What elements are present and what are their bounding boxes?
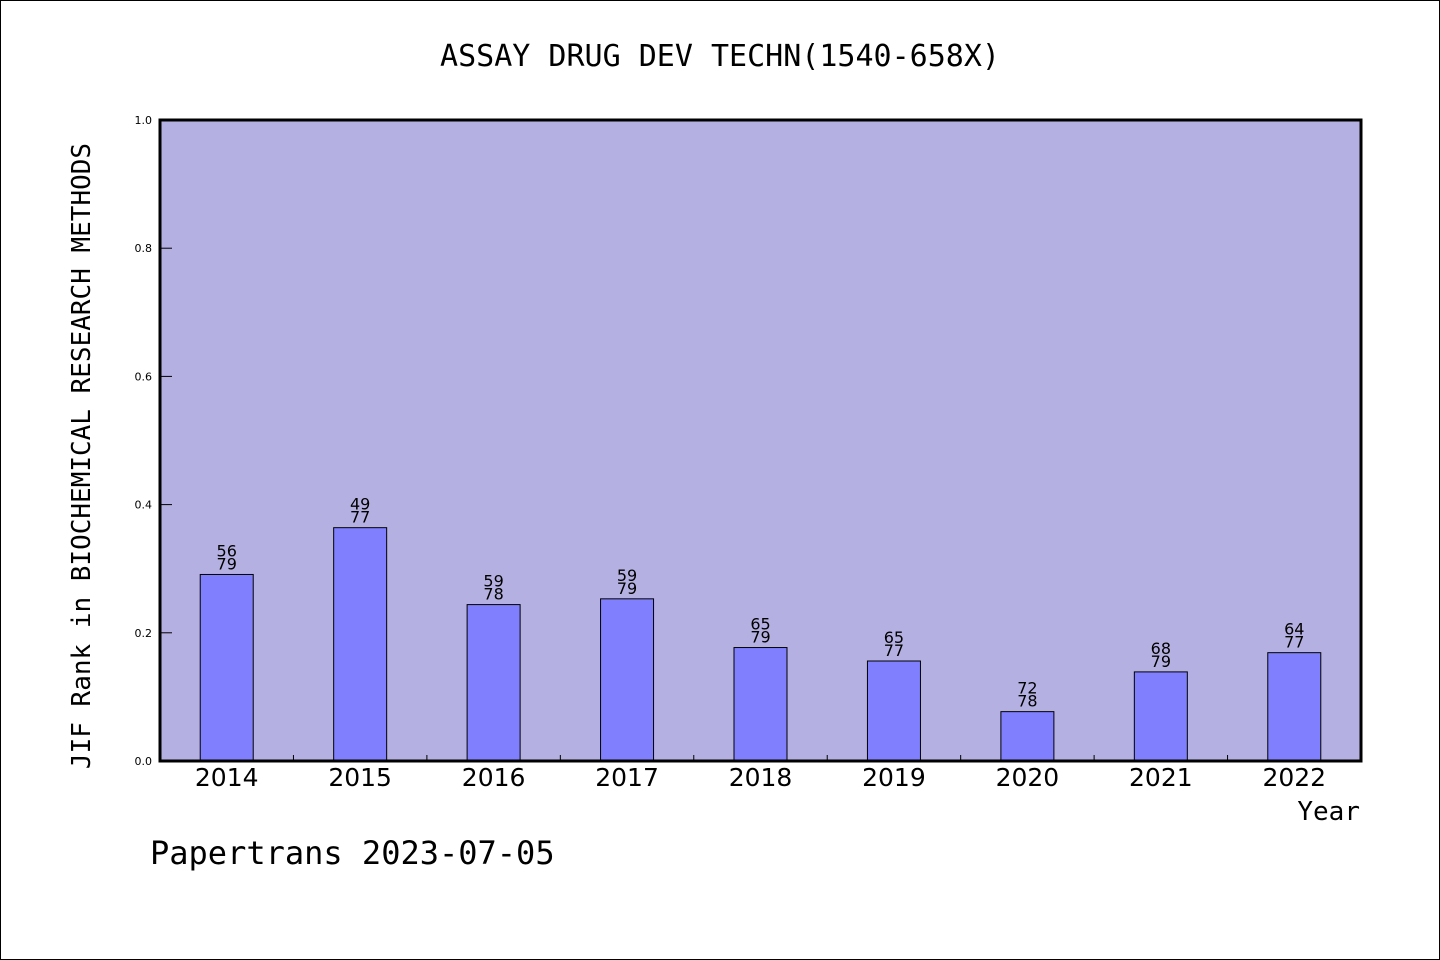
footer-credit: Papertrans 2023-07-05 [150,834,555,872]
bar-2019 [866,660,921,762]
bar-rank-label: 59 [617,566,637,585]
bar-rank-label: 64 [1284,620,1304,639]
bar-2016 [466,604,521,762]
x-tick-label: 2015 [328,763,392,792]
bar-rank-label: 68 [1151,639,1171,658]
x-tick-label: 2019 [862,763,926,792]
bar-total-label: 79 [617,579,637,598]
x-tick-label: 2018 [729,763,793,792]
bar-rank-label: 59 [483,572,503,591]
bar-total-label: 77 [1284,633,1304,652]
bar-2018 [733,647,788,762]
x-tick-label: 2016 [462,763,526,792]
bars-group [199,527,1322,762]
x-tick-label: 2014 [195,763,259,792]
y-tick-label: 0.0 [135,755,153,768]
bar-rank-label: 49 [350,495,370,514]
bar-rank-label: 65 [884,628,904,647]
bar-2021 [1133,671,1188,762]
bar-total-label: 78 [483,585,503,604]
bar-rank-label: 72 [1017,679,1037,698]
x-tick-label: 2020 [996,763,1060,792]
x-axis: 2014 2015 2016 2017 2018 2019 2020 2021 2022 [195,755,1326,792]
bar-total-label: 77 [350,508,370,527]
bar-rank-label: 65 [750,615,770,634]
bar-2020 [1000,711,1055,762]
bar-2015 [333,527,388,762]
y-axis-label: JIF Rank in BIOCHEMICAL RESEARCH METHODS [67,143,97,769]
y-tick-label: 1.0 [135,114,153,127]
y-axis: 0.0 0.2 0.4 0.6 0.8 1.0 [135,114,172,768]
bar-total-label: 79 [1151,652,1171,671]
bar-total-label: 78 [1017,692,1037,711]
bar-2014 [199,573,254,762]
bar-rank-label: 56 [217,541,237,560]
y-tick-label: 0.2 [135,627,153,640]
bar-total-label: 77 [884,641,904,660]
y-tick-label: 0.8 [135,242,153,255]
x-tick-label: 2021 [1129,763,1193,792]
x-tick-label: 2022 [1262,763,1326,792]
x-axis-label: Year [1297,797,1360,827]
plot-frame [158,118,1363,763]
y-tick-label: 0.6 [135,370,153,383]
y-tick-label: 0.4 [135,499,153,512]
chart-title: ASSAY DRUG DEV TECHN(1540-658X) [440,39,1000,74]
x-tick-label: 2017 [595,763,659,792]
bar-total-label: 79 [217,554,237,573]
bar-2017 [600,598,655,762]
bar-2022 [1267,652,1322,762]
bar-total-label: 79 [750,628,770,647]
